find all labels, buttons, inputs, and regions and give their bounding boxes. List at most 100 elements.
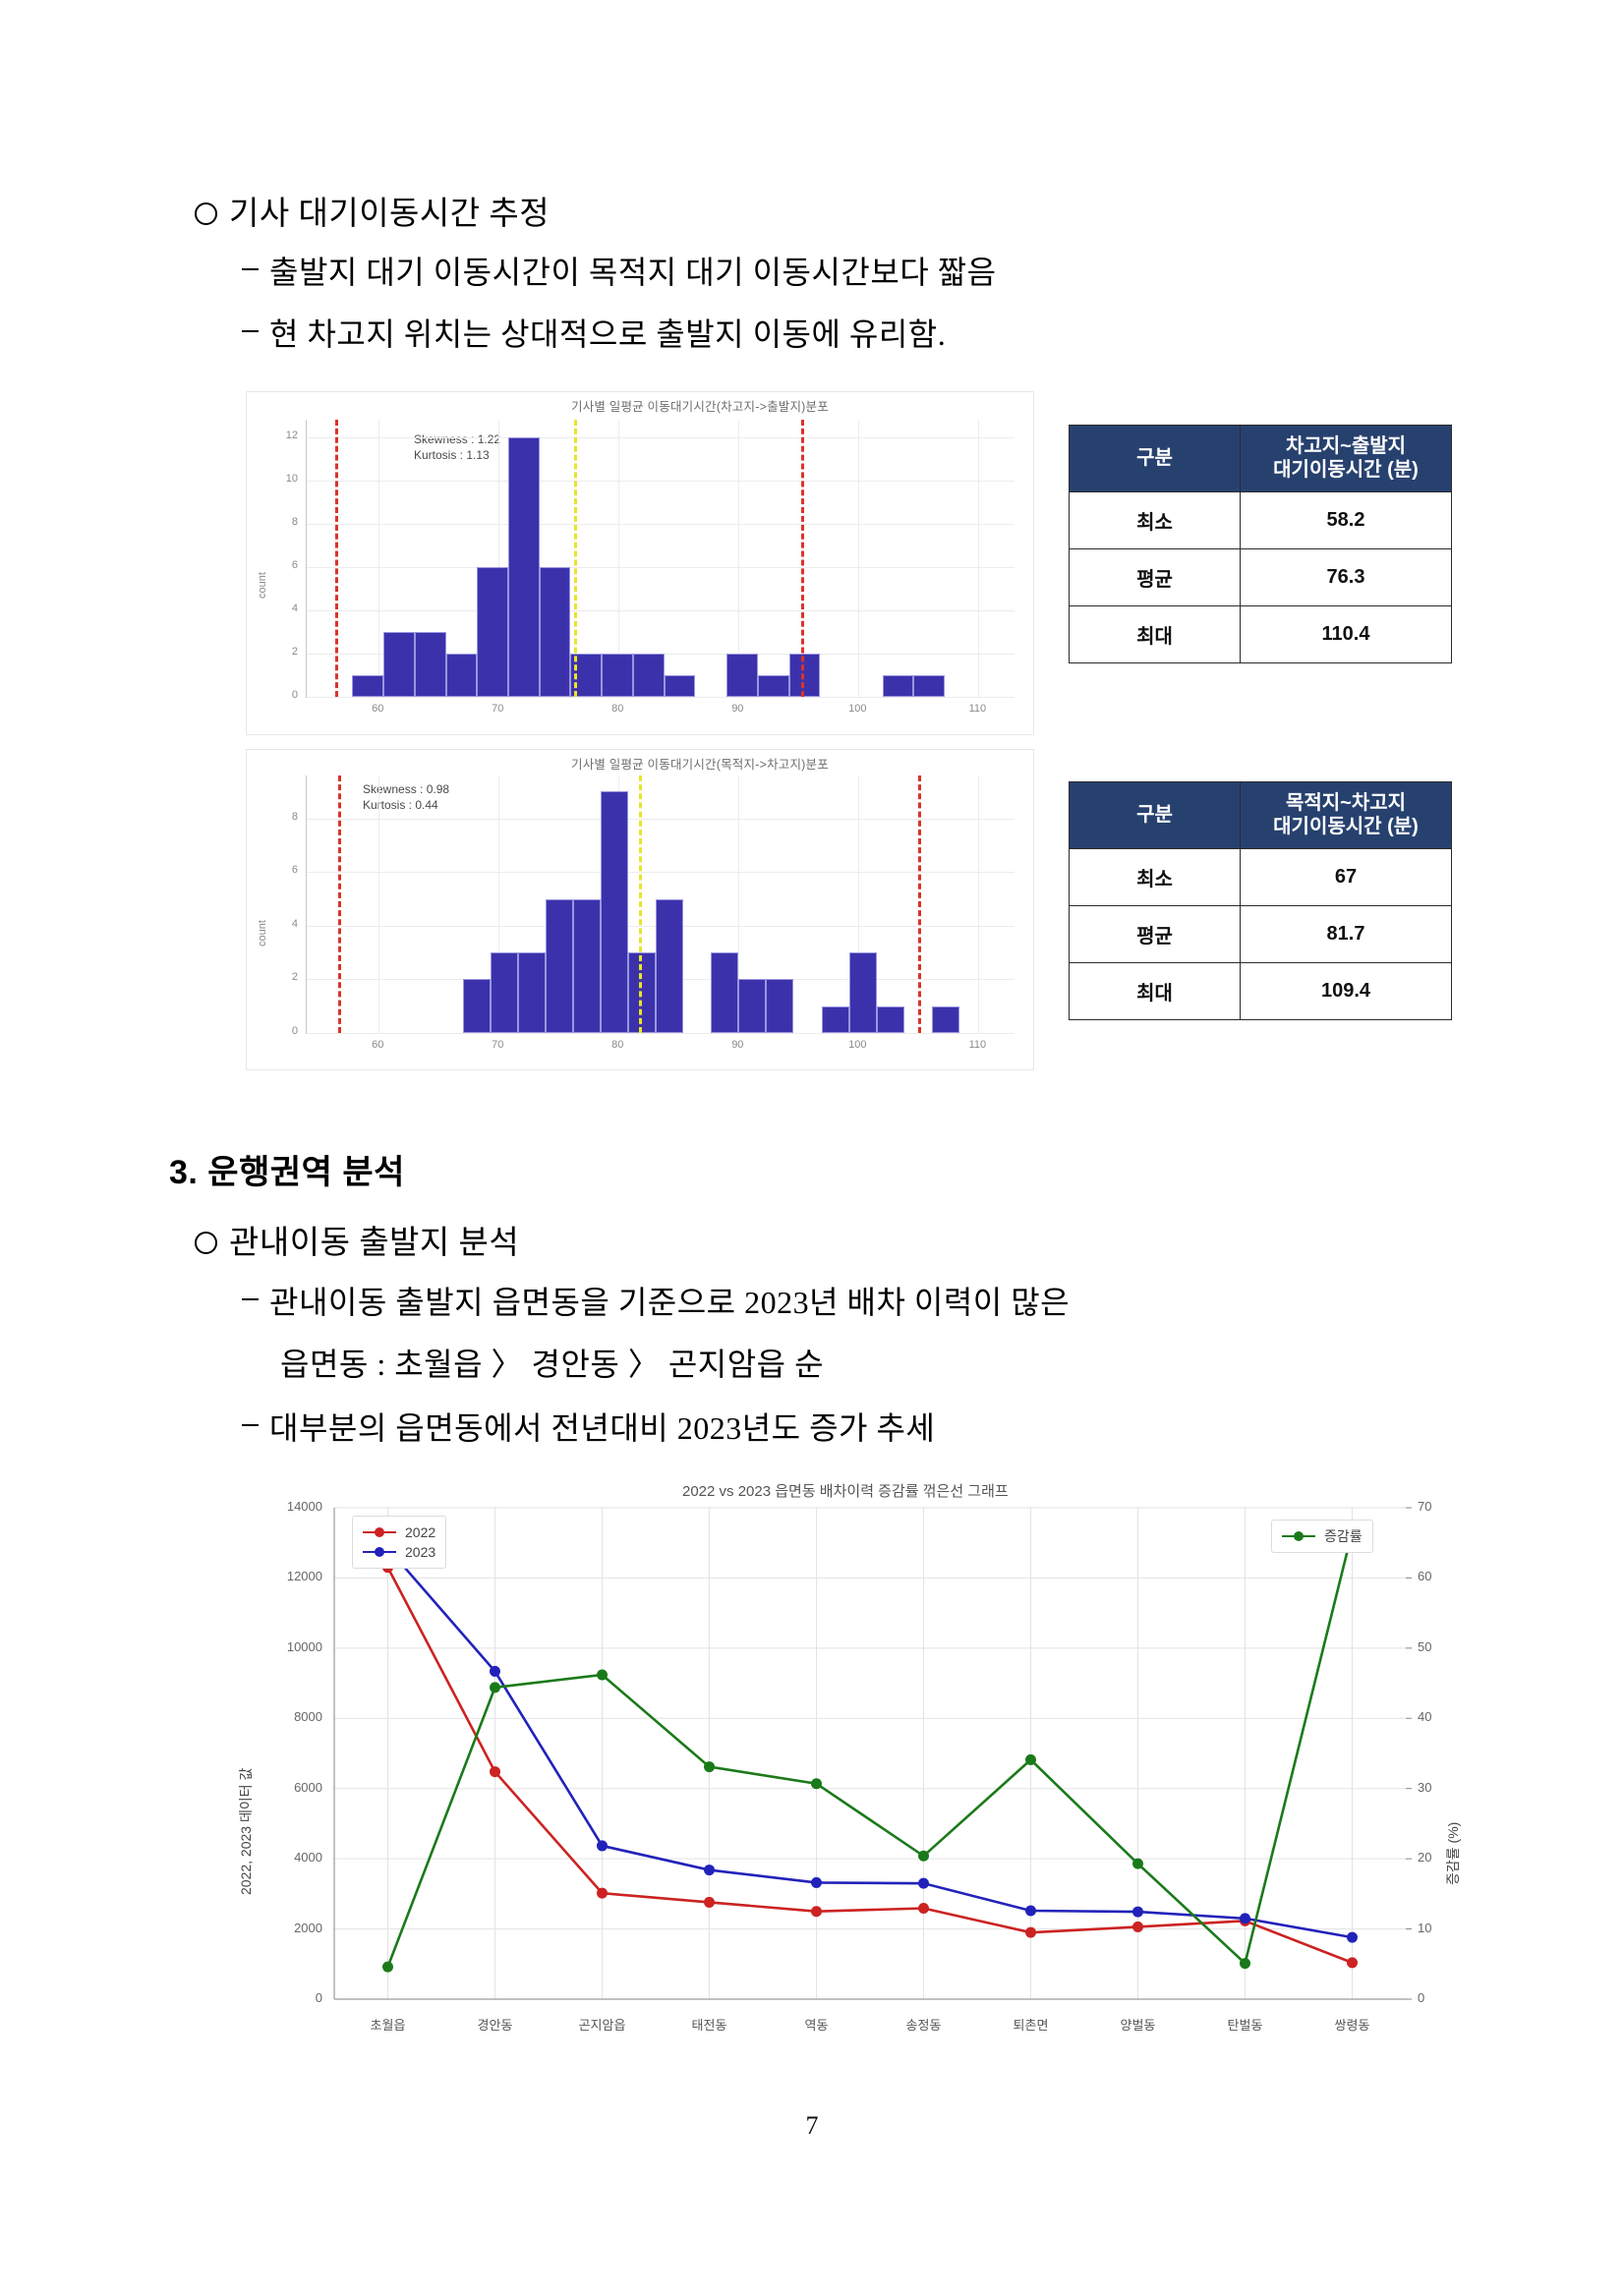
plot-area: 0 2 4 6 8 60 70 80 90 100 110 [292, 775, 1015, 1051]
histogram-bar [882, 674, 914, 697]
sub-item-a2: 현 차고지 위치는 상대적으로 출발지 이동에 유리함. [242, 310, 946, 355]
histogram-bar [766, 979, 794, 1033]
series-line-2023 [386, 1547, 1353, 1939]
legend-label: 2023 [405, 1544, 436, 1560]
data-point [597, 1887, 608, 1899]
x-tick-label: 110 [968, 703, 987, 715]
gridline-vertical [978, 775, 980, 1033]
gridline-vertical [738, 420, 740, 697]
series-line-2022 [386, 1567, 1353, 1965]
line-chart-dispatch-growth: 2022 vs 2023 읍면동 배차이력 증감률 꺾은선 그래프 2022, … [226, 1472, 1465, 2062]
reference-line-min-marker [337, 775, 341, 1033]
table-row: 최대 110.4 [1069, 604, 1452, 663]
x-tick-label: 60 [372, 1039, 384, 1051]
table-row: 최대 109.4 [1069, 961, 1452, 1020]
gridline-vertical [858, 775, 860, 1033]
table-row: 최소 67 [1069, 847, 1452, 906]
data-point [1132, 1858, 1143, 1869]
histogram-bar [656, 898, 684, 1033]
bullet-item-origin-analysis: 관내이동 출발지 분석 [195, 1216, 519, 1263]
y-tick-label-left: 12000 [286, 1569, 322, 1584]
row-label: 평균 [1069, 904, 1241, 963]
data-point [704, 1896, 715, 1908]
histogram-bar [931, 1005, 959, 1033]
legend-item-2023[interactable]: 2023 [363, 1542, 435, 1562]
histogram-bar [539, 566, 571, 697]
y-tick-label: 0 [291, 1025, 298, 1037]
legend-right[interactable]: 증감률 [1271, 1520, 1373, 1553]
histogram-bar [876, 1005, 904, 1033]
x-tick-label: 80 [611, 703, 624, 715]
legend-item-2022[interactable]: 2022 [363, 1522, 435, 1542]
y-tick-label: 8 [291, 810, 298, 823]
histogram-bar [477, 566, 508, 697]
gridline-horizontal [307, 480, 1015, 482]
row-value: 76.3 [1240, 547, 1452, 606]
sub-item-b1: 관내이동 출발지 읍면동을 기준으로 2023년 배차 이력이 많은 [242, 1278, 1070, 1323]
table-body: 최소 67 평균 81.7 최대 109.4 [1069, 847, 1452, 1020]
y-tick-label-right: 50 [1418, 1638, 1432, 1654]
reference-line-mean-marker [574, 420, 578, 697]
legend-label: 2022 [405, 1524, 436, 1540]
y-tick-label-left: 14000 [286, 1499, 322, 1514]
sub-item-label: 출발지 대기 이동시간이 목적지 대기 이동시간보다 짧음 [269, 255, 997, 290]
sub-item-b1-cont: 읍면동 : 초월읍 〉 경안동 〉 곤지암읍 순 [280, 1347, 825, 1382]
histogram-chart-1: 기사별 일평균 이동대기시간(차고지->출발지)분포 count Skewnes… [246, 391, 1034, 735]
y-tick-label: 4 [291, 917, 298, 930]
table-row: 평균 81.7 [1069, 904, 1452, 963]
histogram-bar [572, 898, 601, 1033]
gridline-vertical [498, 775, 500, 1033]
reference-line-min-marker [335, 420, 339, 697]
histogram-bar [821, 1005, 849, 1033]
circle-bullet-icon [195, 201, 217, 225]
data-point [1132, 1921, 1143, 1932]
y-tick-label-left: 8000 [294, 1709, 322, 1725]
histogram-bar [664, 674, 696, 697]
x-tick-label: 90 [731, 1039, 744, 1051]
gridline-vertical [618, 420, 620, 697]
y-tick-label-right: 10 [1418, 1920, 1432, 1935]
row-label: 최소 [1069, 490, 1241, 549]
chart-title: 기사별 일평균 이동대기시간(차고지->출발지)분포 [571, 400, 829, 414]
y-axis-label-left: 2022, 2023 데이터 값 [238, 1767, 254, 1895]
axes [306, 420, 1015, 698]
page-number: 7 [805, 2111, 819, 2140]
y-tick-label-right: 40 [1418, 1709, 1432, 1725]
legend-item-growth[interactable]: 증감률 [1282, 1526, 1363, 1546]
data-point [1025, 1905, 1036, 1917]
y-tick-label: 6 [291, 558, 298, 571]
legend-swatch-growth [1282, 1530, 1315, 1541]
x-tick-label: 초월읍 [370, 2018, 406, 2033]
dash-bullet-icon [242, 1423, 259, 1426]
histogram-bar [711, 952, 739, 1033]
chart-title: 기사별 일평균 이동대기시간(목적지->차고지)분포 [571, 758, 829, 772]
circle-bullet-icon [195, 1231, 217, 1254]
dash-bullet-icon [242, 329, 259, 332]
y-tick-label-left: 2000 [294, 1920, 322, 1935]
y-tick-label: 2 [291, 645, 298, 658]
dash-bullet-icon [242, 1297, 259, 1300]
x-tick-label: 쌍령동 [1334, 2018, 1370, 2033]
histogram-bar [738, 979, 767, 1033]
col-header-line2: 대기이동시간 (분) [1273, 816, 1419, 838]
histogram-bar [517, 952, 546, 1033]
legend-left[interactable]: 2022 2023 [352, 1516, 447, 1569]
y-tick-label-right: 30 [1418, 1779, 1432, 1795]
gridline-vertical [978, 420, 980, 697]
row-value: 110.4 [1240, 604, 1452, 663]
table-head: 구분 목적지~차고지 대기이동시간 (분) [1069, 781, 1452, 849]
col-header-line2: 대기이동시간 (분) [1273, 459, 1419, 482]
plot-area: 0 2 4 6 8 10 12 60 70 80 90 100 110 [286, 420, 1015, 715]
histogram-bar [757, 674, 789, 697]
data-point [918, 1877, 929, 1889]
gridline-vertical [738, 775, 740, 1033]
y-tick-label-left: 4000 [294, 1850, 322, 1866]
row-value: 109.4 [1240, 961, 1452, 1020]
x-tick-label: 70 [492, 1039, 504, 1051]
histogram-bar [632, 653, 665, 697]
legend-swatch-2022 [363, 1526, 396, 1537]
histogram-bar [462, 979, 491, 1033]
histogram-bar [600, 791, 629, 1033]
data-point [1025, 1926, 1036, 1938]
data-point [811, 1778, 822, 1790]
